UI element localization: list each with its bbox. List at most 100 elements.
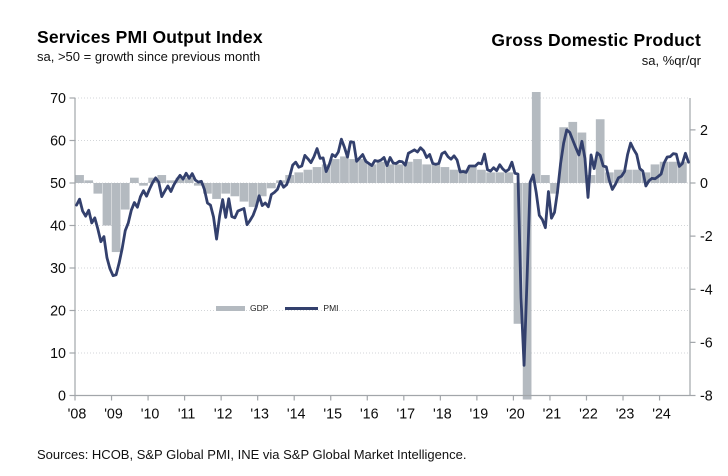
gdp-bar: [130, 177, 139, 183]
svg-text:30: 30: [50, 261, 66, 277]
svg-text:'18: '18: [433, 407, 452, 423]
gdp-bar: [504, 172, 514, 184]
legend-gdp-label: GDP: [250, 303, 269, 313]
right-chart-subtitle: sa, %qr/qr: [641, 53, 701, 68]
gdp-bar: [678, 161, 687, 183]
right-axis-labels: 2 0 -2 -4 -6 -8: [700, 123, 713, 405]
gdp-bar: [93, 183, 103, 194]
gdp-bar: [212, 183, 221, 199]
gdp-bar: [531, 92, 541, 183]
svg-text:'12: '12: [214, 407, 233, 423]
gdp-bar: [75, 175, 84, 183]
svg-text:20: 20: [50, 304, 66, 320]
gdp-bar: [595, 119, 605, 183]
svg-text:'10: '10: [141, 407, 160, 423]
svg-text:50: 50: [50, 176, 66, 192]
gdp-bar: [586, 175, 596, 183]
gdp-bar: [577, 132, 587, 183]
gdp-bar: [385, 164, 395, 183]
gdp-bar: [102, 183, 112, 226]
svg-text:'19: '19: [470, 407, 489, 423]
svg-text:'15: '15: [323, 407, 342, 423]
svg-text:'22: '22: [579, 407, 598, 423]
chart-legend: GDP PMI: [216, 303, 339, 313]
gdp-bar: [440, 167, 450, 183]
svg-text:'21: '21: [543, 407, 562, 423]
svg-text:'13: '13: [250, 407, 269, 423]
svg-text:60: 60: [50, 134, 66, 150]
gdp-bar: [641, 172, 651, 184]
gdp-bar: [513, 183, 523, 324]
gdp-bar: [486, 172, 495, 184]
gdp-bar-swatch-icon: [216, 305, 245, 311]
svg-text:70: 70: [50, 91, 66, 107]
gdp-bar: [422, 164, 431, 183]
svg-text:'23: '23: [616, 407, 635, 423]
svg-text:0: 0: [700, 176, 708, 192]
svg-text:0: 0: [58, 389, 66, 405]
gdp-bar: [358, 159, 368, 183]
gdp-bar: [650, 164, 660, 183]
legend-pmi-label: PMI: [323, 303, 339, 313]
legend-item-pmi: PMI: [285, 303, 339, 313]
axes: [69, 97, 696, 401]
gdp-bar: [404, 161, 413, 183]
svg-text:'17: '17: [396, 407, 415, 423]
gdp-bar: [376, 161, 386, 183]
gdp-bar: [175, 177, 185, 183]
svg-text:'08: '08: [68, 407, 87, 423]
gdp-bar: [111, 183, 121, 253]
gdp-bar: [477, 169, 486, 183]
gdp-bar: [321, 164, 331, 183]
gdp-bar: [349, 159, 358, 183]
gdp-bar: [221, 183, 231, 194]
gdp-bar: [449, 169, 459, 183]
gdp-bar: [157, 175, 167, 183]
left-axis-labels: 0 10 20 30 40 50 60 70: [50, 91, 66, 405]
gdp-bar: [623, 169, 632, 183]
pmi-line-swatch-icon: [285, 306, 319, 310]
gdp-bar: [458, 169, 468, 183]
svg-text:'14: '14: [287, 407, 306, 423]
gdp-bar: [340, 156, 349, 183]
svg-text:'11: '11: [178, 407, 196, 423]
gdp-bar: [495, 172, 505, 184]
gdp-bar: [248, 183, 258, 207]
gdp-bar: [559, 127, 568, 183]
gdp-bar: [84, 180, 94, 183]
gdp-bar: [394, 164, 404, 183]
svg-text:'20: '20: [506, 407, 525, 423]
gdp-bar: [431, 164, 441, 183]
legend-item-gdp: GDP: [216, 303, 268, 313]
svg-text:10: 10: [50, 346, 66, 362]
gdp-bar: [239, 183, 249, 202]
gdp-bar: [467, 167, 477, 183]
gdp-bar: [166, 180, 176, 183]
gdp-bar: [184, 177, 194, 183]
svg-text:'09: '09: [104, 407, 123, 423]
gdp-bar: [541, 175, 550, 183]
pmi-line: [75, 128, 690, 367]
svg-text:'24: '24: [652, 407, 671, 423]
gdp-bar: [659, 161, 669, 183]
gdp-bar: [550, 183, 559, 194]
gdp-bar: [668, 161, 678, 183]
x-axis-labels: '08 '09 '10 '11 '12 '13 '14 '15 '16 '17 '18 '19 '20 '…: [68, 407, 671, 423]
svg-text:2: 2: [700, 123, 708, 139]
gdp-bar: [330, 159, 340, 183]
gdp-bar: [139, 183, 148, 186]
gdp-bar: [230, 183, 240, 197]
svg-text:-8: -8: [700, 389, 713, 405]
gdp-bar: [193, 183, 203, 186]
gdp-bar: [120, 183, 130, 210]
gdp-bar: [312, 167, 322, 183]
gdp-bar: [267, 183, 276, 189]
svg-text:'16: '16: [360, 407, 379, 423]
gdp-bar: [203, 183, 212, 194]
svg-text:-2: -2: [700, 229, 713, 245]
svg-text:-4: -4: [700, 282, 713, 298]
svg-text:-6: -6: [700, 335, 713, 351]
right-chart-title: Gross Domestic Product: [491, 30, 701, 50]
